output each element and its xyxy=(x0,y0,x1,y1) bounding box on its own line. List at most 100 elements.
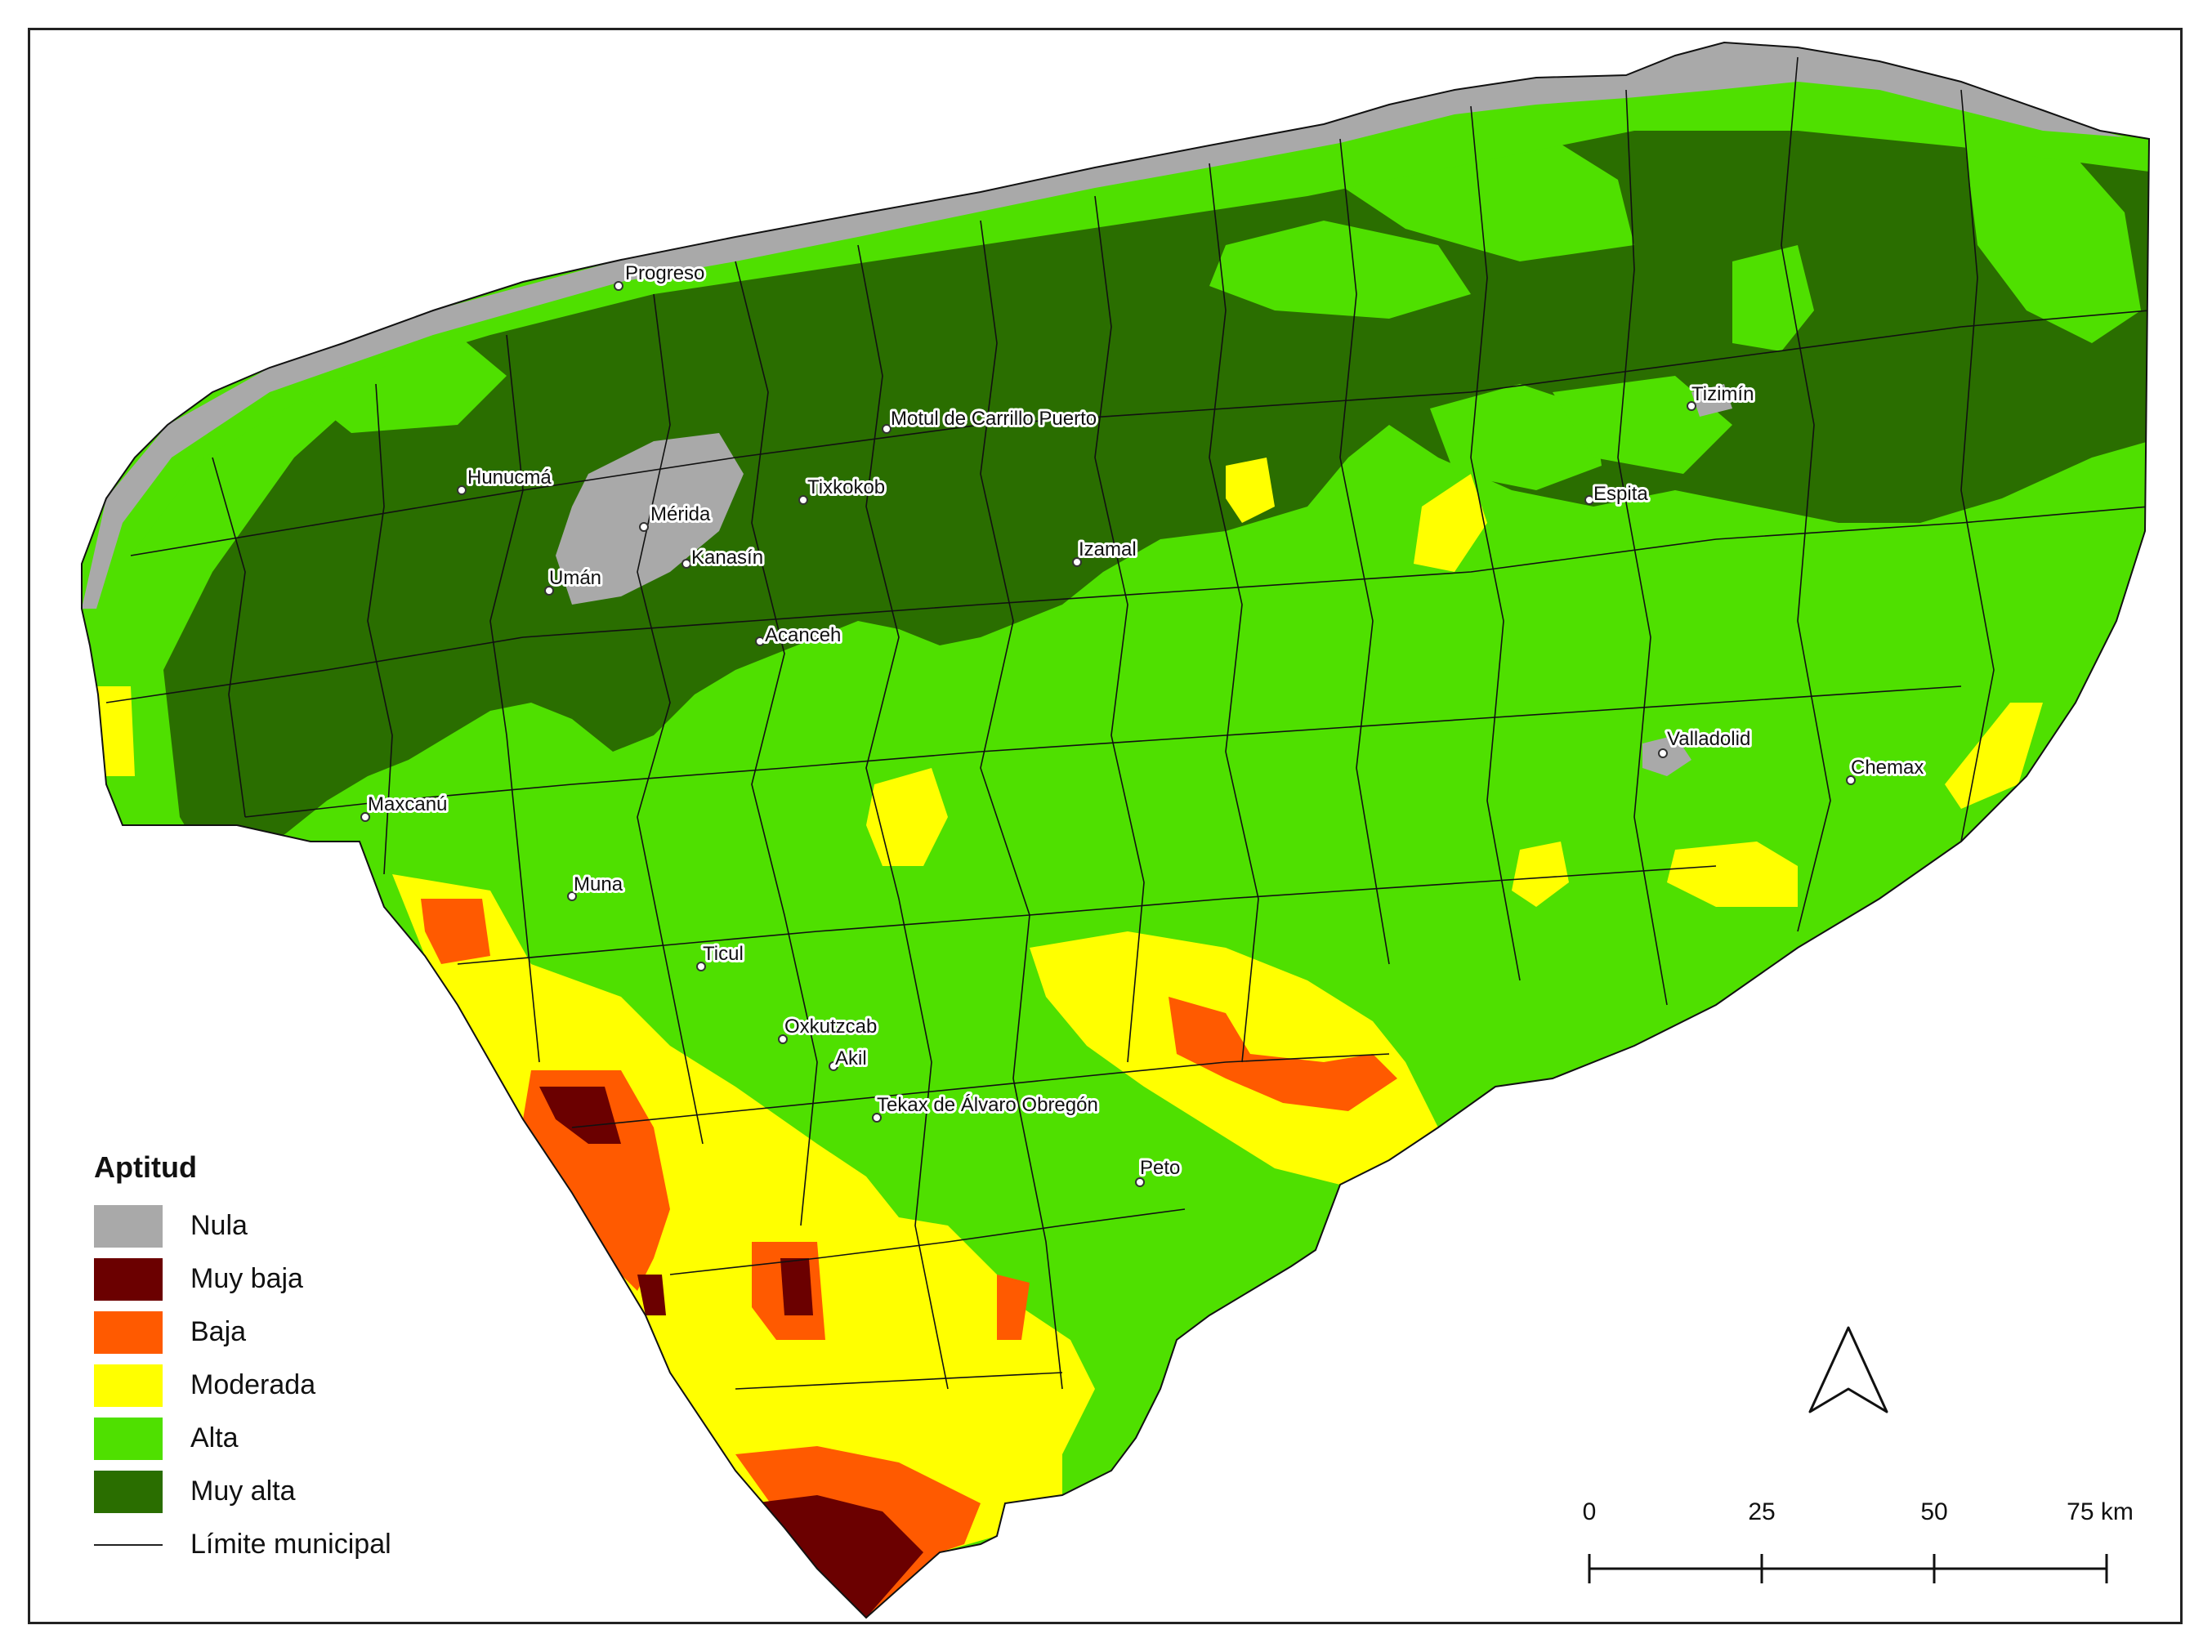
zone-alta-island-3 xyxy=(1732,245,1814,351)
legend-swatch xyxy=(94,1204,163,1248)
city-hunucma: Hunucmá xyxy=(457,464,554,495)
city-label: Oxkutzcab xyxy=(784,1016,877,1038)
scale-tick-label: 0 xyxy=(1583,1498,1597,1525)
city-dot xyxy=(360,812,370,822)
legend-swatch xyxy=(94,1257,163,1301)
city-tixkokob: Tixkokob xyxy=(798,474,887,505)
city-label: Tizimín xyxy=(1691,383,1754,405)
city-progreso: Progreso xyxy=(614,260,707,291)
city-label: Peto xyxy=(1140,1157,1180,1179)
city-label: Akil xyxy=(835,1047,867,1069)
zone-moderada-east xyxy=(1667,842,1798,907)
legend: Aptitud Nula Muy baja Baja Moderada Alta… xyxy=(94,1150,519,1571)
city-dot xyxy=(1687,401,1696,411)
legend-item-boundary: Límite municipal xyxy=(94,1518,519,1571)
legend-swatch xyxy=(94,1310,163,1354)
city-kanasin: Kanasín xyxy=(681,544,766,571)
legend-label: Muy baja xyxy=(190,1263,303,1294)
zone-moderada-ne-1 xyxy=(1414,474,1487,572)
zone-alta-island-5 xyxy=(1430,384,1602,490)
legend-swatch xyxy=(94,1364,163,1407)
legend-label: Baja xyxy=(190,1316,247,1347)
city-tekax: Tekax de Álvaro Obregón xyxy=(872,1092,1101,1123)
map-frame xyxy=(28,28,2183,1624)
city-dot xyxy=(1846,775,1856,785)
city-dot xyxy=(829,1061,838,1071)
legend-title: Aptitud xyxy=(94,1150,197,1184)
city-label: Izamal xyxy=(1079,538,1137,560)
city-dot xyxy=(798,495,808,505)
city-label: Muna xyxy=(574,873,623,895)
legend-label: Nula xyxy=(190,1210,248,1241)
city-peto: Peto xyxy=(1135,1154,1182,1187)
legend-label: Moderada xyxy=(190,1369,316,1400)
city-dot xyxy=(681,559,691,569)
zone-muy-baja-south-1 xyxy=(780,1258,813,1315)
city-dot xyxy=(778,1034,788,1044)
zone-moderada-south xyxy=(392,874,1095,1618)
city-label: Ticul xyxy=(703,943,744,965)
city-tizimin: Tizimín xyxy=(1687,381,1756,411)
legend-item-baja: Baja xyxy=(94,1306,519,1359)
city-label: Mérida xyxy=(650,503,711,525)
city-dot xyxy=(1584,495,1594,505)
zone-baja-sw-1 xyxy=(421,899,490,964)
city-dot xyxy=(639,522,649,532)
city-motul: Motul de Carrillo Puerto xyxy=(882,405,1099,434)
city-dot xyxy=(1658,748,1668,758)
legend-item-nula: Nula xyxy=(94,1199,519,1252)
scale-tick-label: 75 km xyxy=(2067,1498,2134,1525)
city-dot xyxy=(614,281,623,291)
city-label: Umán xyxy=(549,567,601,589)
zone-muy-baja-south-3 xyxy=(752,1495,923,1618)
municipal-boundaries xyxy=(105,56,2149,1390)
scale-tick-label: 50 xyxy=(1920,1498,1947,1525)
aptitude-raster xyxy=(81,42,2150,1619)
legend-item-muy-baja: Muy baja xyxy=(94,1252,519,1306)
scale-bar: 0 25 50 75 km xyxy=(1583,1498,2134,1583)
city-dot xyxy=(696,962,706,971)
city-markers: Progreso Hunucmá Mérida Umán Kanasín Tix… xyxy=(360,260,1926,1187)
city-label: Acanceh xyxy=(765,624,841,646)
city-akil: Akil xyxy=(829,1045,869,1072)
north-arrow-icon xyxy=(1808,1326,1888,1413)
city-chemax: Chemax xyxy=(1846,754,1926,785)
legend-swatch xyxy=(94,1417,163,1460)
city-dot xyxy=(1072,557,1082,567)
city-label: Tekax de Álvaro Obregón xyxy=(877,1094,1098,1116)
zone-muy-baja-south-2 xyxy=(637,1275,666,1315)
city-maxcanu: Maxcanú xyxy=(360,791,449,822)
city-dot xyxy=(882,424,892,434)
city-valladolid: Valladolid xyxy=(1658,726,1753,758)
zone-baja-sw-2 xyxy=(523,1070,670,1291)
city-dot xyxy=(1135,1177,1145,1187)
zone-moderada-e-mid xyxy=(1512,842,1569,907)
city-izamal: Izamal xyxy=(1072,536,1139,567)
city-dot xyxy=(872,1113,882,1123)
city-uman: Umán xyxy=(544,565,604,596)
city-label: Tixkokob xyxy=(807,476,885,498)
city-espita: Espita xyxy=(1584,480,1651,507)
city-label: Espita xyxy=(1593,483,1648,505)
zone-nula-tizimin xyxy=(1691,384,1732,417)
zone-baja-se xyxy=(1169,997,1397,1111)
zone-moderada-central xyxy=(866,768,948,866)
zone-alta-island-1 xyxy=(1209,221,1471,319)
legend-line xyxy=(94,1543,163,1546)
legend-label: Límite municipal xyxy=(190,1529,391,1560)
city-label: Motul de Carrillo Puerto xyxy=(891,408,1097,430)
legend-label: Alta xyxy=(190,1422,239,1453)
city-muna: Muna xyxy=(567,871,626,901)
legend-item-muy-alta: Muy alta xyxy=(94,1465,519,1518)
city-label: Maxcanú xyxy=(368,793,447,815)
city-label: Chemax xyxy=(1851,757,1924,779)
city-oxkutzcab: Oxkutzcab xyxy=(778,1013,879,1044)
city-dot xyxy=(567,891,577,901)
city-dot xyxy=(544,586,554,596)
city-label: Progreso xyxy=(625,262,704,284)
city-label: Hunucmá xyxy=(467,467,552,489)
zone-muy-baja-sw xyxy=(539,1087,621,1144)
scale-tick-label: 25 xyxy=(1748,1498,1775,1525)
legend-item-moderada: Moderada xyxy=(94,1359,519,1412)
